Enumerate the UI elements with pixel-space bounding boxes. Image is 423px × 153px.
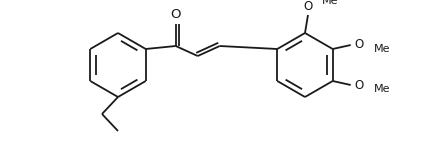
Text: Me: Me <box>374 84 390 94</box>
Text: O: O <box>354 39 363 52</box>
Text: Me: Me <box>374 44 390 54</box>
Text: O: O <box>354 78 363 91</box>
Text: Me: Me <box>322 0 338 6</box>
Text: O: O <box>170 9 181 22</box>
Text: O: O <box>303 0 313 13</box>
